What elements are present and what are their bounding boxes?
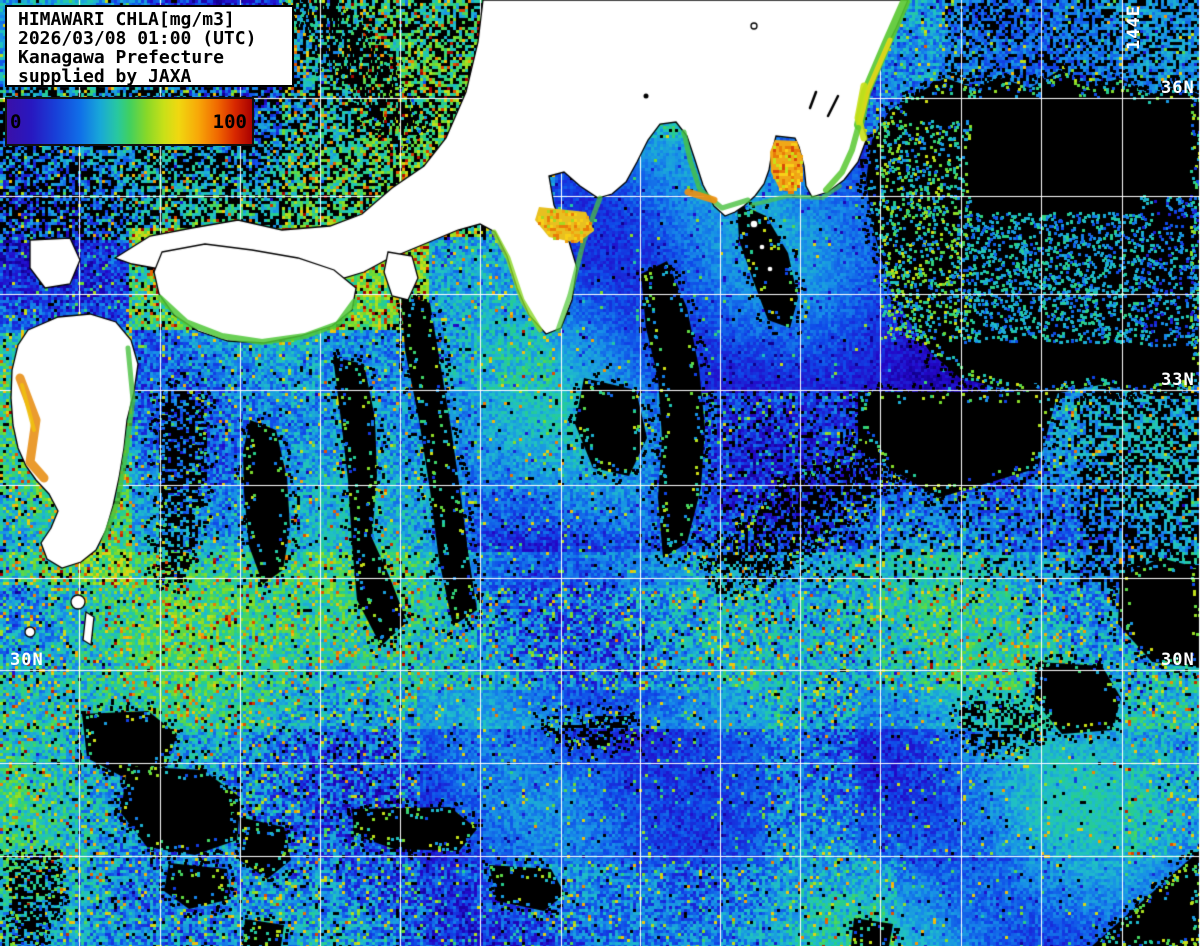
grid-label-144e: 144E <box>1124 5 1144 50</box>
colorbar-min-label: 0 <box>10 111 22 133</box>
colorbar-gradient <box>7 99 252 144</box>
title-line-datetime: 2026/03/08 01:00 (UTC) <box>18 28 257 49</box>
title-line-region: Kanagawa Prefecture <box>18 47 224 68</box>
title-line-credit: supplied by JAXA <box>18 66 192 87</box>
colorbar: 0 100 <box>5 97 254 146</box>
title-box: HIMAWARI CHLA[mg/m3] 2026/03/08 01:00 (U… <box>5 5 294 87</box>
grid-label-30n: 30N <box>1161 650 1195 670</box>
title-line-product: HIMAWARI CHLA[mg/m3] <box>18 9 235 30</box>
grid-label-33n: 33N <box>1161 370 1195 390</box>
colorbar-max-label: 100 <box>212 111 247 133</box>
grid-label-36n: 36N <box>1161 78 1195 98</box>
grid-label-30n: 30N <box>10 650 44 670</box>
